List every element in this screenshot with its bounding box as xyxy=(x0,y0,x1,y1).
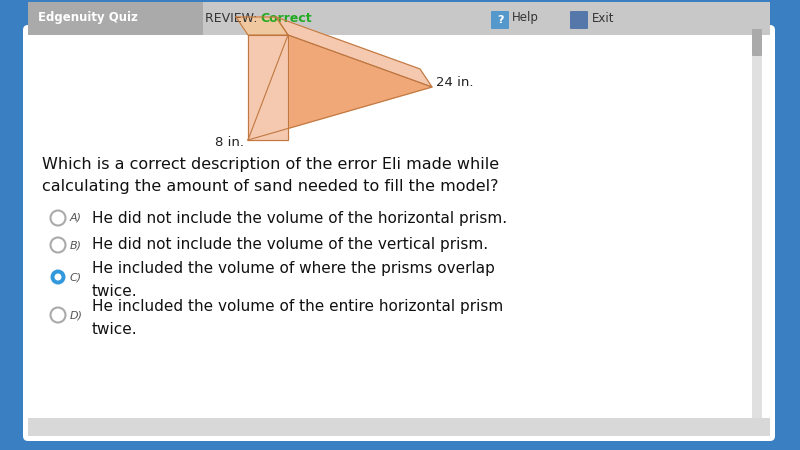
Text: REVIEW:: REVIEW: xyxy=(205,12,262,24)
Text: Correct: Correct xyxy=(260,12,312,24)
Text: He did not include the volume of the horizontal prism.: He did not include the volume of the hor… xyxy=(92,211,507,225)
Text: B): B) xyxy=(70,240,82,250)
Text: He included the volume of where the prisms overlap: He included the volume of where the pris… xyxy=(92,261,495,276)
Text: twice.: twice. xyxy=(92,284,138,298)
Text: D): D) xyxy=(70,310,83,320)
FancyBboxPatch shape xyxy=(28,2,203,35)
Polygon shape xyxy=(248,35,288,140)
Circle shape xyxy=(54,274,62,280)
Text: 24 in.: 24 in. xyxy=(436,76,474,89)
FancyBboxPatch shape xyxy=(23,25,775,441)
Text: He included the volume of the entire horizontal prism: He included the volume of the entire hor… xyxy=(92,300,503,315)
FancyBboxPatch shape xyxy=(752,29,762,56)
Circle shape xyxy=(50,270,66,284)
Text: A): A) xyxy=(70,213,82,223)
FancyBboxPatch shape xyxy=(28,2,770,35)
Text: Help: Help xyxy=(512,12,539,24)
Text: C): C) xyxy=(70,272,82,282)
FancyBboxPatch shape xyxy=(491,11,509,29)
Text: He did not include the volume of the vertical prism.: He did not include the volume of the ver… xyxy=(92,238,488,252)
Circle shape xyxy=(50,307,66,323)
Circle shape xyxy=(50,238,66,252)
FancyBboxPatch shape xyxy=(28,418,770,436)
Text: 8 in.: 8 in. xyxy=(215,136,244,149)
Text: Exit: Exit xyxy=(592,12,614,24)
Text: Which is a correct description of the error Eli made while: Which is a correct description of the er… xyxy=(42,158,499,172)
Text: calculating the amount of sand needed to fill the model?: calculating the amount of sand needed to… xyxy=(42,180,498,194)
Polygon shape xyxy=(236,17,288,35)
Polygon shape xyxy=(248,35,432,140)
Text: ?: ? xyxy=(497,15,503,25)
FancyBboxPatch shape xyxy=(570,11,588,29)
Circle shape xyxy=(50,211,66,225)
FancyBboxPatch shape xyxy=(752,30,762,430)
Polygon shape xyxy=(276,17,432,87)
Text: Edgenuity Quiz: Edgenuity Quiz xyxy=(38,12,138,24)
Text: twice.: twice. xyxy=(92,321,138,337)
